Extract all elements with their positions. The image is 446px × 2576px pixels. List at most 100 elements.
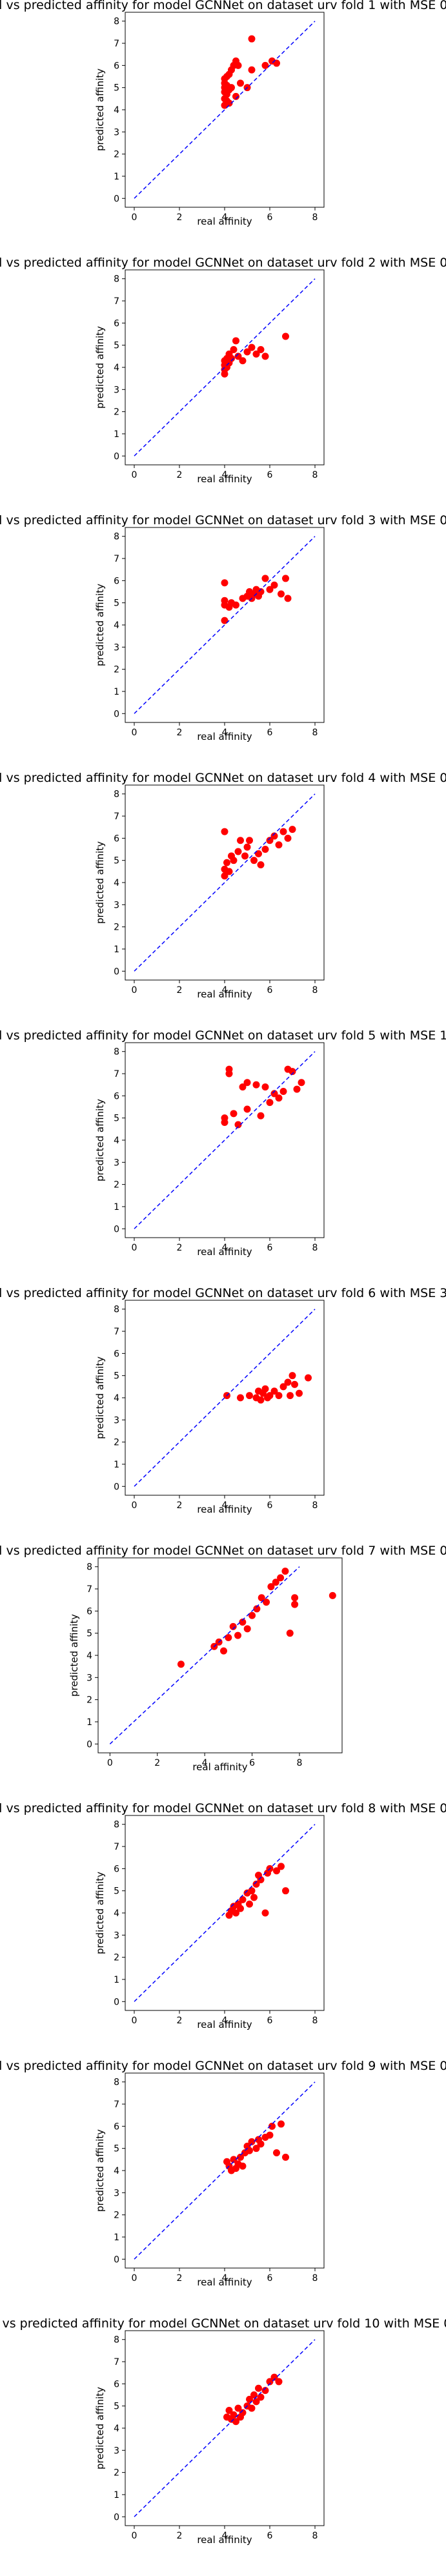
y-tick-label: 5 xyxy=(86,1629,92,1639)
y-tick-label: 5 xyxy=(114,1114,119,1124)
x-tick-label: 6 xyxy=(267,2531,273,2541)
x-axis-label: real affinity xyxy=(197,1246,252,1258)
data-point xyxy=(225,1070,233,1078)
x-tick-label: 8 xyxy=(312,2531,318,2541)
data-point xyxy=(269,2122,276,2130)
y-tick-label: 0 xyxy=(114,1997,119,2007)
axes-frame xyxy=(97,1557,343,1753)
y-tick-label: 7 xyxy=(114,296,119,307)
data-point xyxy=(221,597,228,604)
x-tick-label: 0 xyxy=(132,2531,137,2541)
data-point xyxy=(291,1594,299,1602)
y-tick-label: 4 xyxy=(114,878,119,888)
x-tick-label: 2 xyxy=(177,985,183,996)
y-tick-label: 5 xyxy=(114,2144,119,2154)
data-point xyxy=(275,1094,283,1102)
y-tick-label: 3 xyxy=(114,642,119,653)
data-point xyxy=(293,1085,301,1093)
data-point xyxy=(237,79,244,87)
y-tick-label: 4 xyxy=(114,363,119,373)
y-tick-label: 7 xyxy=(114,39,119,49)
x-tick-label: 6 xyxy=(267,728,273,738)
data-point xyxy=(237,2153,244,2161)
y-tick-label: 7 xyxy=(114,2100,119,2110)
y-tick-label: 3 xyxy=(114,1415,119,1426)
chart-panel-9: real vs predicted affinity for model GCN… xyxy=(0,2059,446,2288)
data-point xyxy=(286,1630,294,1637)
reference-line xyxy=(134,2081,316,2260)
x-axis-label: real affinity xyxy=(192,1761,247,1773)
data-point xyxy=(266,2378,274,2386)
y-tick-label: 1 xyxy=(114,429,119,440)
y-tick-label: 8 xyxy=(114,790,119,800)
x-tick-label: 8 xyxy=(312,470,318,480)
data-point xyxy=(270,2373,278,2381)
data-point xyxy=(237,837,244,844)
y-tick-label: 2 xyxy=(114,1953,119,1963)
data-point xyxy=(234,2404,242,2412)
data-point xyxy=(275,2378,283,2386)
data-point xyxy=(255,850,262,857)
data-point xyxy=(252,2145,260,2152)
y-tick-label: 5 xyxy=(114,598,119,609)
data-point xyxy=(270,1387,278,1395)
data-point xyxy=(266,2131,274,2139)
data-point xyxy=(221,828,228,835)
y-tick-label: 7 xyxy=(114,1327,119,1337)
x-tick-label: 0 xyxy=(132,2016,137,2026)
data-point xyxy=(221,1114,228,1122)
reference-line xyxy=(134,1824,316,2002)
y-tick-label: 5 xyxy=(114,2402,119,2412)
y-tick-label: 7 xyxy=(114,2357,119,2367)
y-tick-label: 3 xyxy=(86,1673,92,1683)
y-tick-label: 2 xyxy=(114,150,119,160)
data-point xyxy=(258,1594,265,1602)
data-point xyxy=(248,1611,256,1619)
y-tick-label: 8 xyxy=(114,532,119,542)
data-point xyxy=(234,353,242,360)
y-tick-label: 7 xyxy=(114,554,119,564)
y-tick-label: 3 xyxy=(114,127,119,138)
y-axis-label: predicted affinity xyxy=(94,2387,106,2469)
y-tick-label: 1 xyxy=(86,1717,92,1728)
data-point xyxy=(278,1863,285,1870)
data-point xyxy=(305,1374,312,1382)
x-tick-label: 2 xyxy=(177,728,183,738)
y-tick-label: 7 xyxy=(114,812,119,822)
y-tick-label: 0 xyxy=(114,1482,119,1492)
data-point xyxy=(275,841,283,849)
x-tick-label: 8 xyxy=(312,1500,318,1511)
y-tick-label: 8 xyxy=(114,2335,119,2346)
data-point xyxy=(253,1605,261,1613)
data-point xyxy=(248,35,256,43)
data-point xyxy=(267,1583,275,1591)
y-tick-label: 3 xyxy=(114,1158,119,1168)
y-tick-label: 3 xyxy=(114,2446,119,2456)
data-point xyxy=(261,846,269,854)
data-point xyxy=(289,826,296,833)
data-point xyxy=(287,1392,294,1400)
y-tick-label: 4 xyxy=(114,2424,119,2434)
data-point xyxy=(252,1880,260,1888)
chart-panel-5: real vs predicted affinity for model GCN… xyxy=(0,1028,446,1258)
y-tick-label: 1 xyxy=(114,945,119,955)
chart-title: real vs predicted affinity for model GCN… xyxy=(0,0,446,12)
x-tick-label: 4 xyxy=(222,985,228,996)
data-point xyxy=(248,343,256,351)
data-point xyxy=(277,1574,285,1582)
y-tick-label: 0 xyxy=(114,451,119,462)
data-point xyxy=(284,1378,292,1386)
y-tick-label: 2 xyxy=(114,1180,119,1191)
x-axis-label: real affinity xyxy=(197,731,252,742)
x-tick-label: 8 xyxy=(312,1243,318,1253)
y-tick-label: 8 xyxy=(114,1820,119,1830)
data-point xyxy=(266,1099,274,1107)
data-point xyxy=(257,1396,265,1404)
y-tick-label: 8 xyxy=(114,274,119,285)
y-tick-label: 0 xyxy=(114,966,119,977)
x-tick-label: 8 xyxy=(312,2016,318,2026)
data-point xyxy=(278,2120,285,2128)
data-point xyxy=(234,1631,242,1639)
y-tick-label: 8 xyxy=(114,1047,119,1058)
